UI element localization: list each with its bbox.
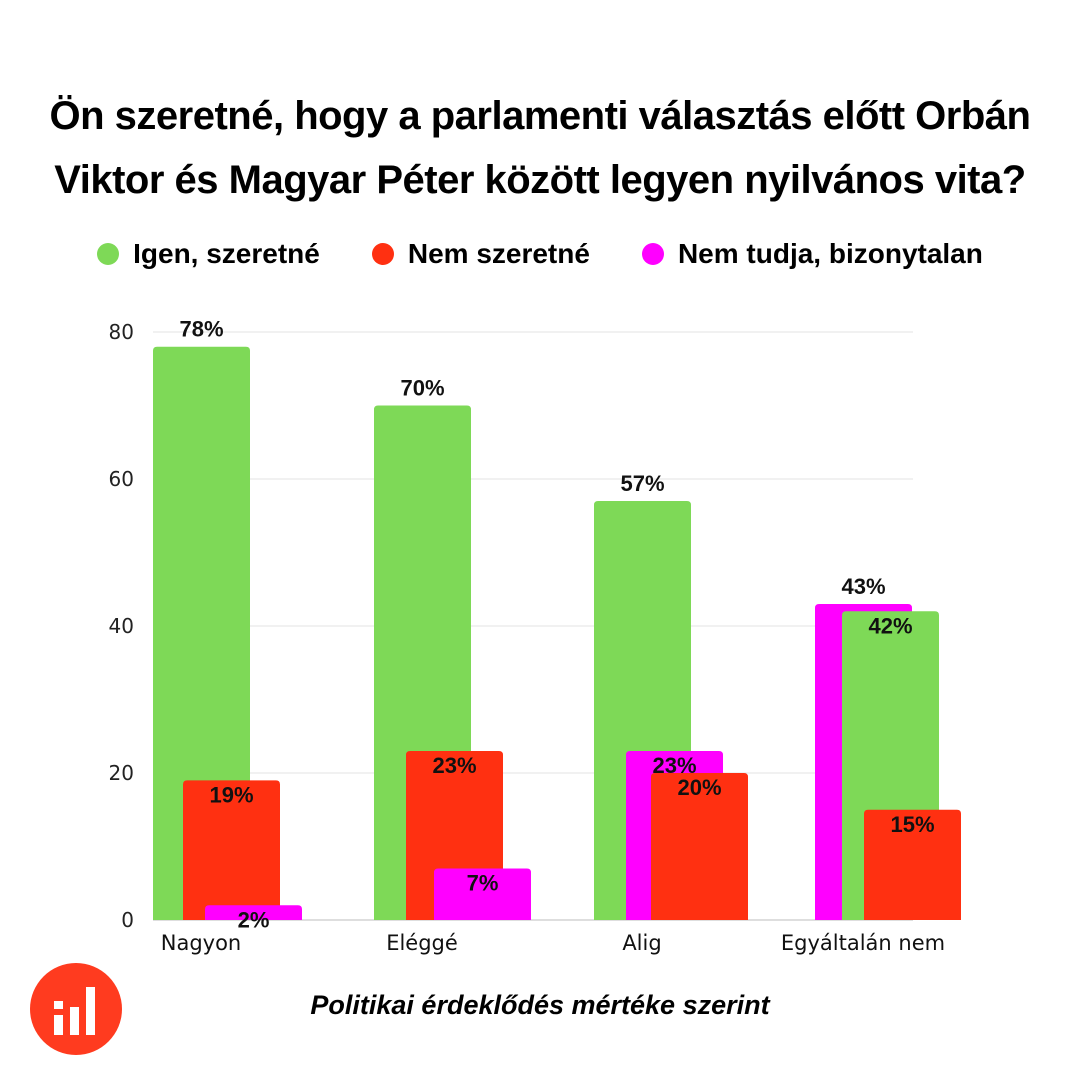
- y-tick-label-80: 80: [109, 320, 134, 344]
- y-tick-label-0: 0: [121, 908, 134, 932]
- data-label-1-1: 23%: [432, 753, 476, 778]
- legend-swatch-igen: [97, 243, 120, 265]
- legend-swatch-nem: [371, 243, 394, 265]
- bar-2-1: [651, 773, 748, 920]
- data-label-2-0: 57%: [620, 471, 664, 496]
- legend-item-nem: Nem szeretné: [371, 238, 590, 270]
- legend-label-bizonytalan: Nem tudja, bizonytalan: [677, 238, 983, 269]
- legend-item-bizonytalan: Nem tudja, bizonytalan: [641, 238, 983, 270]
- data-label-2-1: 20%: [677, 775, 721, 800]
- title-line-2: Viktor és Magyar Péter között legyen nyi…: [54, 158, 1026, 202]
- chart-subtitle: Politikai érdeklődés mértéke szerint: [310, 990, 770, 1020]
- x-tick-label-2: Alig: [622, 931, 661, 955]
- bar-0-0: [153, 346, 250, 920]
- x-tick-label-0: Nagyon: [161, 931, 242, 955]
- bar-3-1: [864, 809, 961, 920]
- data-label-1-2: 7%: [467, 871, 499, 896]
- bar-0-1: [183, 780, 280, 920]
- data-label-3-1: 15%: [890, 812, 934, 837]
- legend-label-nem: Nem szeretné: [407, 238, 590, 269]
- bar-0-2: [205, 905, 302, 920]
- legend-item-igen: Igen, szeretné: [97, 238, 320, 270]
- data-label-0-2: 2%: [238, 907, 270, 932]
- legend-label-igen: Igen, szeretné: [133, 238, 320, 269]
- y-tick-label-20: 20: [109, 761, 134, 785]
- chart-title: Ön szeretné, hogy a parlamenti választás…: [0, 84, 1080, 212]
- y-tick-label-40: 40: [109, 614, 134, 638]
- brand-logo: [30, 963, 122, 1055]
- x-tick-label-1: Eléggé: [386, 931, 458, 955]
- title-line-1: Ön szeretné, hogy a parlamenti választás…: [49, 94, 1031, 138]
- y-tick-label-60: 60: [109, 467, 134, 491]
- chart-legend: Igen, szeretné Nem szeretné Nem tudja, b…: [0, 238, 1080, 270]
- data-label-0-1: 19%: [209, 782, 253, 807]
- data-label-1-0: 70%: [400, 376, 444, 401]
- bar-1-2: [434, 868, 531, 920]
- legend-swatch-bizonytalan: [641, 243, 664, 265]
- data-label-3-2: 43%: [841, 574, 885, 599]
- data-label-3-0: 42%: [868, 613, 912, 638]
- x-tick-label-3: Egyáltalán nem: [781, 931, 945, 955]
- data-label-0-0: 78%: [179, 317, 223, 342]
